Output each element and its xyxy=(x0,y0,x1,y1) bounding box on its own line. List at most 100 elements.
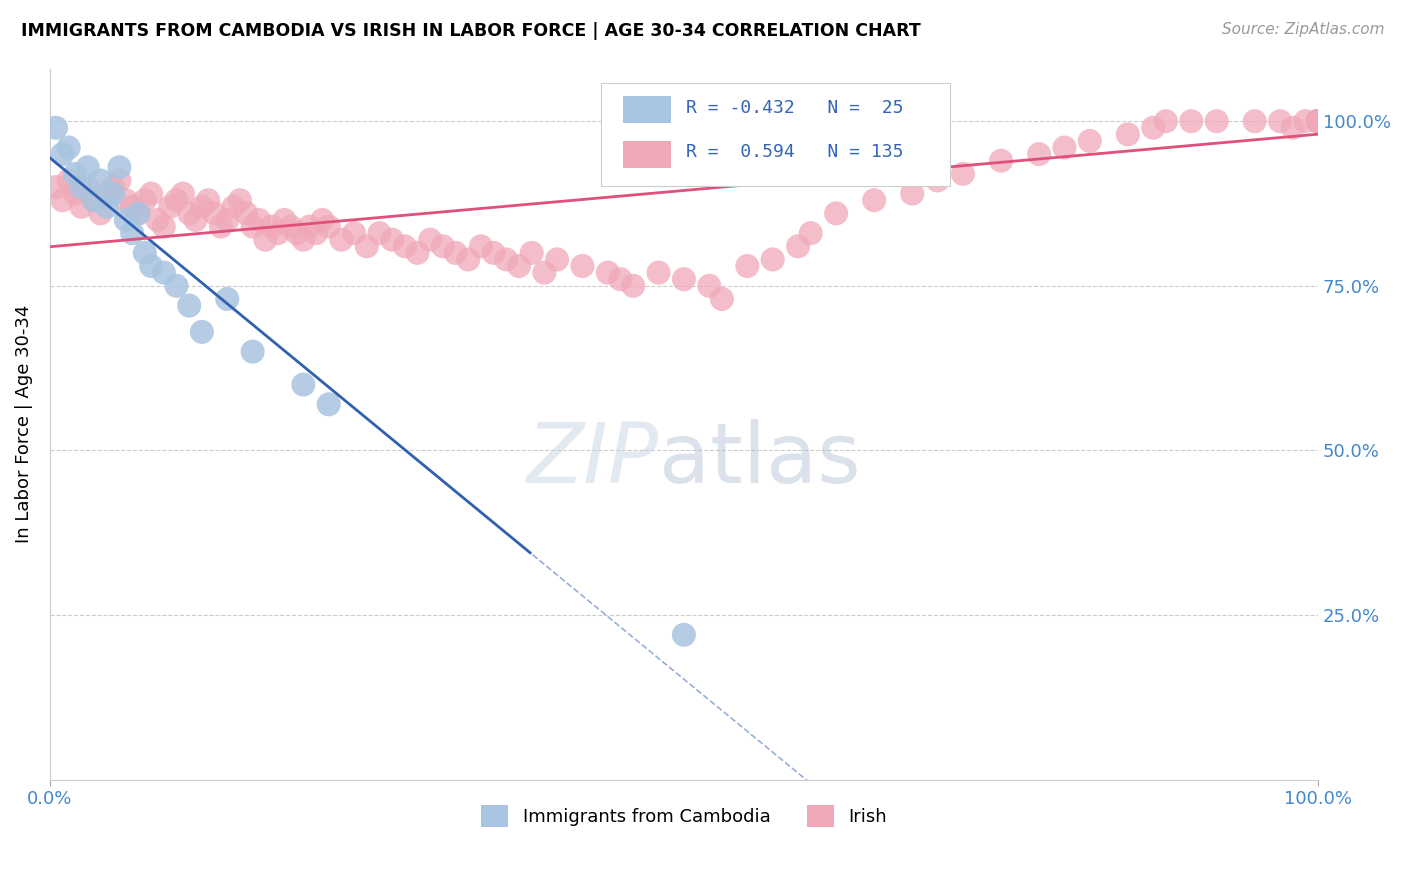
Point xyxy=(1308,114,1330,128)
Text: R = -0.432   N =  25: R = -0.432 N = 25 xyxy=(686,99,904,117)
Point xyxy=(166,278,188,293)
Point xyxy=(927,173,949,187)
Point xyxy=(1308,114,1330,128)
Point xyxy=(298,219,321,234)
Point xyxy=(1308,114,1330,128)
Point xyxy=(1308,114,1330,128)
Point xyxy=(1308,114,1330,128)
Point xyxy=(254,233,277,247)
Point xyxy=(1294,114,1316,128)
Point xyxy=(108,173,131,187)
Point xyxy=(1308,114,1330,128)
Point xyxy=(1154,114,1177,128)
Point xyxy=(273,213,295,227)
Point xyxy=(356,239,378,253)
Point xyxy=(96,200,118,214)
Point xyxy=(1308,114,1330,128)
Point xyxy=(45,120,67,135)
Point xyxy=(1308,114,1330,128)
Point xyxy=(121,200,143,214)
Point xyxy=(242,219,264,234)
Point xyxy=(1028,147,1050,161)
Point xyxy=(172,186,194,201)
FancyBboxPatch shape xyxy=(602,83,950,186)
Point xyxy=(318,397,340,411)
Point xyxy=(394,239,416,253)
Bar xyxy=(623,96,671,123)
Point xyxy=(1180,114,1202,128)
Point xyxy=(1308,114,1330,128)
Point xyxy=(101,180,124,194)
Point xyxy=(1268,114,1291,128)
Text: R =  0.594   N = 135: R = 0.594 N = 135 xyxy=(686,144,904,161)
Point xyxy=(58,173,80,187)
Point xyxy=(51,147,73,161)
Point xyxy=(343,226,366,240)
Point xyxy=(672,628,695,642)
Point xyxy=(1308,114,1330,128)
Point xyxy=(863,193,886,207)
Point xyxy=(1308,114,1330,128)
Point xyxy=(672,272,695,286)
Text: IMMIGRANTS FROM CAMBODIA VS IRISH IN LABOR FORCE | AGE 30-34 CORRELATION CHART: IMMIGRANTS FROM CAMBODIA VS IRISH IN LAB… xyxy=(21,22,921,40)
Point xyxy=(1308,114,1330,128)
Point xyxy=(457,252,479,267)
Point xyxy=(596,266,619,280)
Legend: Immigrants from Cambodia, Irish: Immigrants from Cambodia, Irish xyxy=(474,798,894,835)
Point xyxy=(184,213,207,227)
Point xyxy=(127,206,149,220)
Point xyxy=(621,278,644,293)
Point xyxy=(381,233,404,247)
Point xyxy=(762,252,785,267)
Point xyxy=(1308,114,1330,128)
Point xyxy=(179,206,201,220)
Point xyxy=(697,278,720,293)
Point xyxy=(330,233,353,247)
Point xyxy=(222,200,245,214)
Bar xyxy=(623,141,671,168)
Point xyxy=(285,226,308,240)
Point xyxy=(305,226,328,240)
Point xyxy=(134,245,156,260)
Point xyxy=(571,259,593,273)
Point xyxy=(1308,114,1330,128)
Point xyxy=(1308,114,1330,128)
Point xyxy=(217,213,239,227)
Point xyxy=(191,325,214,339)
Point xyxy=(70,200,93,214)
Point xyxy=(260,219,283,234)
Point xyxy=(96,186,118,201)
Point xyxy=(134,193,156,207)
Point xyxy=(83,193,105,207)
Point xyxy=(952,167,974,181)
Point xyxy=(89,206,111,220)
Text: ZIP: ZIP xyxy=(526,419,658,500)
Point xyxy=(89,173,111,187)
Point xyxy=(247,213,270,227)
Point xyxy=(267,226,290,240)
Point xyxy=(1308,114,1330,128)
Point xyxy=(166,193,188,207)
Point xyxy=(191,200,214,214)
Point xyxy=(482,245,505,260)
Point xyxy=(280,219,302,234)
Point xyxy=(1308,114,1330,128)
Point xyxy=(197,193,219,207)
Point xyxy=(114,193,136,207)
Point xyxy=(235,206,257,220)
Point xyxy=(609,272,631,286)
Point xyxy=(63,186,86,201)
Point xyxy=(1053,140,1076,154)
Point xyxy=(1281,120,1303,135)
Point xyxy=(1308,114,1330,128)
Point xyxy=(444,245,467,260)
Text: atlas: atlas xyxy=(658,419,860,500)
Point xyxy=(242,344,264,359)
Point xyxy=(368,226,391,240)
Point xyxy=(229,193,252,207)
Point xyxy=(114,213,136,227)
Point xyxy=(1308,114,1330,128)
Point xyxy=(1308,114,1330,128)
Point xyxy=(787,239,810,253)
Point xyxy=(1308,114,1330,128)
